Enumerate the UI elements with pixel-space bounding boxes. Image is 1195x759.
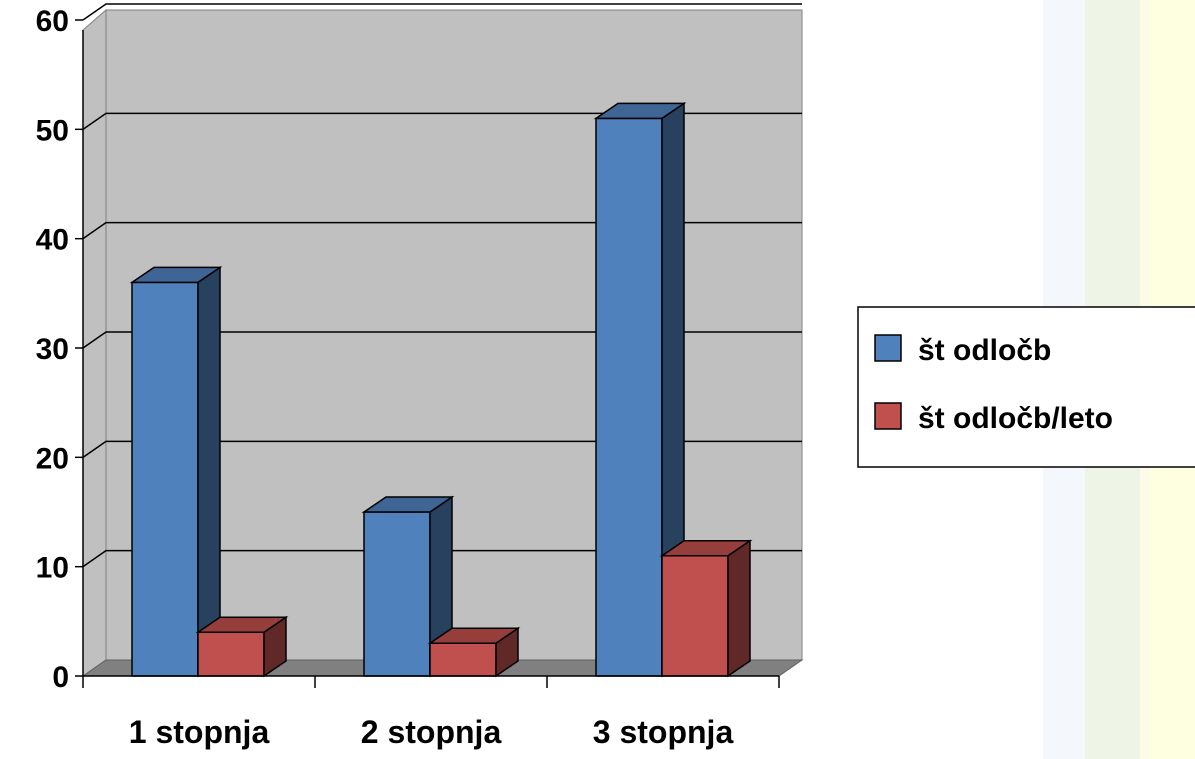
bar-st-odlocb-leto-2 [427, 626, 521, 678]
gridline [82, 221, 802, 240]
bar-side [727, 539, 751, 678]
bar-st-odlocb-leto-3 [659, 539, 753, 678]
gridline [82, 549, 802, 568]
y-tick-label: 50 [36, 114, 69, 147]
legend: št odločb št odločb/leto [857, 306, 1195, 468]
gridline [82, 112, 802, 130]
bar-top [129, 266, 223, 284]
bars [129, 101, 753, 678]
x-tick-label: 1 stopnja [129, 714, 270, 750]
legend-box [857, 306, 1195, 468]
y-tick-label: 60 [36, 5, 69, 38]
x-axis: 1 stopnja 2 stopnja 3 stopnja [82, 675, 780, 750]
y-tick-label: 0 [52, 661, 69, 694]
gridlines [82, 3, 802, 568]
gridline [82, 440, 802, 458]
legend-label: št odločb/leto [918, 402, 1113, 435]
bar-front [131, 281, 199, 677]
bar-top [659, 539, 753, 557]
bar-front [661, 554, 729, 677]
bar-top [593, 102, 687, 120]
gridline [82, 3, 802, 21]
y-tick-label: 30 [36, 333, 69, 366]
y-tick-label: 40 [36, 224, 69, 257]
bar-front [363, 511, 431, 677]
gridline [82, 331, 802, 349]
bar-side [197, 265, 221, 678]
legend-swatch [874, 334, 902, 362]
bar-top [427, 627, 521, 644]
legend-swatch [874, 402, 902, 430]
y-axis: 0 10 20 30 40 50 60 [36, 5, 84, 694]
side-wall [82, 8, 107, 677]
x-tick-label: 2 stopnja [361, 714, 502, 750]
bar-front [595, 117, 663, 677]
bar-st-odlocb-1 [129, 265, 223, 678]
bar-front [197, 631, 265, 677]
bar-front [429, 642, 497, 677]
bar-top [361, 496, 455, 513]
y-tick-label: 20 [36, 442, 69, 475]
x-tick-label: 3 stopnja [593, 714, 734, 750]
y-tick-label: 10 [36, 552, 69, 585]
bar-st-odlocb-3 [593, 101, 687, 678]
bar-top [195, 616, 289, 634]
legend-label: št odločb [918, 334, 1051, 367]
bar-st-odlocb-leto-1 [195, 615, 289, 678]
